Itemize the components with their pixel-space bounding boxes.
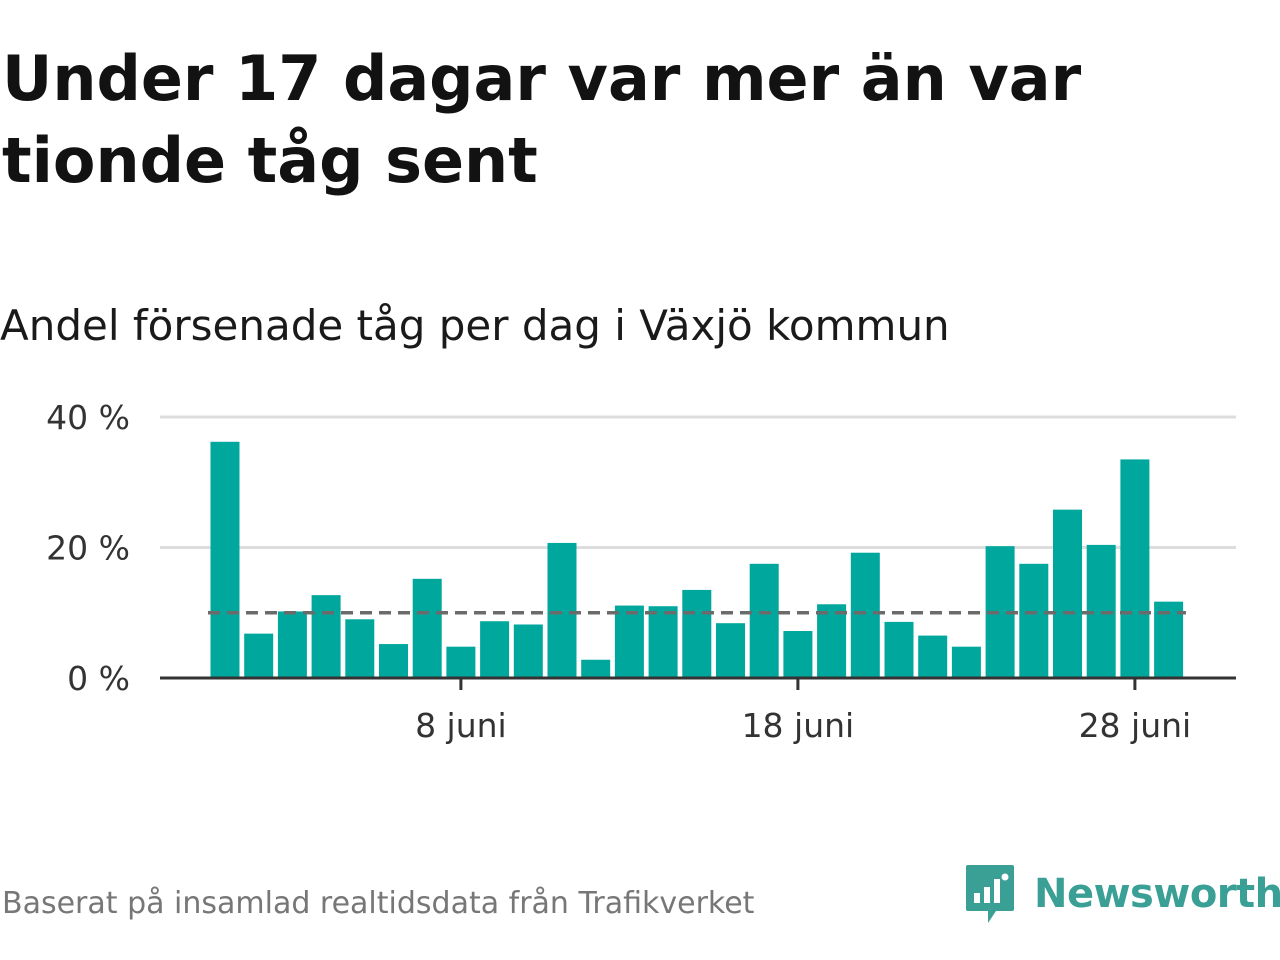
source-note: Baserat på insamlad realtidsdata från Tr… xyxy=(2,886,755,921)
brand-name: Newsworthy xyxy=(1034,871,1280,917)
bar xyxy=(412,578,442,678)
chart-subtitle: Andel försenade tåg per dag i Växjö komm… xyxy=(0,301,950,350)
bar xyxy=(581,659,611,678)
bar xyxy=(850,552,880,678)
chart-title: Under 17 dagar var mer än var tionde tåg… xyxy=(2,42,1082,197)
y-tick-label: 0 % xyxy=(67,659,130,698)
bar xyxy=(244,633,274,678)
bar xyxy=(210,441,240,678)
bar xyxy=(379,644,408,678)
x-tick-label: 18 juni xyxy=(742,706,855,745)
newsworthy-logo-icon xyxy=(966,865,1014,923)
x-tick-label: 8 juni xyxy=(415,706,507,745)
bar xyxy=(547,542,577,678)
bar xyxy=(277,611,307,678)
bar xyxy=(1053,509,1082,678)
bar xyxy=(783,631,813,678)
bar xyxy=(1120,459,1150,678)
bar xyxy=(951,646,981,678)
y-tick-label: 40 % xyxy=(46,398,130,437)
bar-chart: 0 % 20 % 40 % 8 juni 18 juni 28 juni xyxy=(46,398,1236,745)
bar xyxy=(716,623,745,678)
y-tick-label: 20 % xyxy=(46,529,130,568)
bar xyxy=(345,619,375,678)
bar xyxy=(817,604,847,678)
bar xyxy=(884,621,914,678)
bar xyxy=(446,646,476,678)
bar xyxy=(1019,563,1049,678)
bar xyxy=(648,606,678,678)
bar xyxy=(918,635,948,678)
bar xyxy=(480,621,510,678)
newsworthy-logo: Newsworthy xyxy=(964,862,1280,926)
x-tick-label: 28 juni xyxy=(1079,706,1192,745)
bar xyxy=(311,595,341,678)
bar xyxy=(614,605,644,678)
bar xyxy=(682,589,712,678)
bar xyxy=(749,563,779,678)
bar xyxy=(513,624,543,678)
